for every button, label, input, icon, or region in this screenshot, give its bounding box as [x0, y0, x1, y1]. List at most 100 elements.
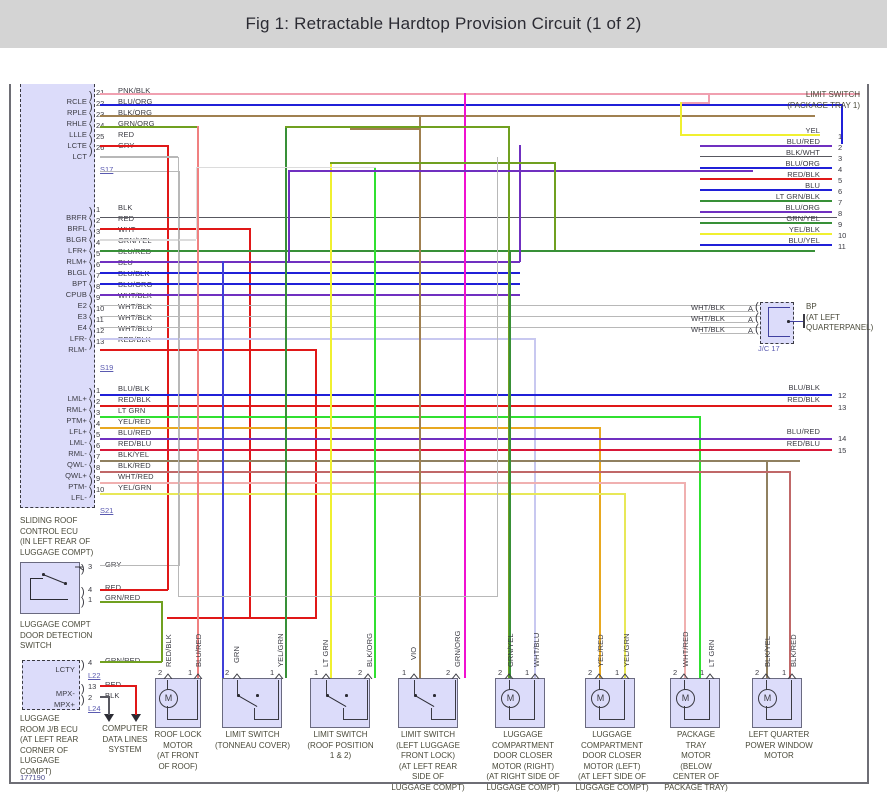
grn-red-wire: [100, 661, 162, 663]
wire-blu-red-c5: [100, 438, 832, 440]
wire-label: LT GRN/BLK: [775, 192, 820, 201]
ecu-pin-name: RPLE: [67, 108, 87, 117]
motor-symbol: M: [676, 689, 695, 708]
wire-wht-blu-12: [100, 338, 535, 340]
switch-internal-lead: [237, 680, 239, 695]
switch-contact-dot: [42, 573, 45, 576]
wire-label: WHT/BLK: [118, 302, 153, 311]
switch-pivot-dot: [256, 694, 259, 697]
label-line: FRONT LOCK): [400, 751, 456, 760]
terminal-number: 1: [96, 205, 101, 214]
label-line: (AT LEFT REAR: [398, 761, 458, 771]
terminal-number: 1: [88, 595, 93, 604]
computer-data-lines-arrow: [104, 714, 114, 722]
wire-label: BLK: [118, 203, 133, 212]
terminal-arrow: [163, 673, 173, 679]
wire-blk-red-c8: [100, 471, 790, 473]
red-wire-bus: [167, 145, 169, 590]
terminal-number: 2: [498, 668, 503, 677]
terminal-number: 3: [838, 154, 843, 163]
terminal-number: 3: [96, 227, 101, 236]
limit-switch-tonneau-label: LIMIT SWITCH (TONNEAU COVER): [210, 730, 295, 751]
wire-label: YEL/RED: [118, 417, 151, 426]
connector-chevron: ): [89, 134, 93, 146]
wire-blu-org-drop: [841, 104, 843, 144]
wire-label: BLU/RED: [786, 427, 820, 436]
wire-label: GRN/ORG: [118, 119, 155, 128]
motor-internal-lead: [766, 706, 768, 720]
wire-label: YEL/GRN: [118, 483, 152, 492]
wire-label: BLK/ORG: [118, 108, 153, 117]
wire-blu-blk-c1: [100, 394, 832, 396]
wire-wht-elbow: [196, 167, 376, 169]
ecu-pin-name: BRFR: [66, 213, 87, 222]
label-line: (AT LEFT REAR: [20, 735, 79, 744]
wire-label: WHT/BLK: [690, 314, 725, 323]
terminal-number: 9: [96, 474, 101, 483]
switch-internal-lead: [254, 719, 279, 721]
wire-pnk-blk: [100, 93, 860, 95]
wire-grn-yel-t9: [700, 222, 832, 224]
terminal-number: 1: [700, 668, 705, 677]
label-line: LUGGAGE COMPT): [486, 782, 560, 792]
ecu-pin-name: RLM+: [66, 257, 87, 266]
terminal-number: 11: [838, 242, 846, 251]
ecu-pin-name: LCTE: [67, 141, 87, 150]
sliding-roof-ecu-label: SLIDING ROOF CONTROL ECU (IN LEFT REAR O…: [20, 516, 93, 558]
wire-label: YEL: [805, 126, 820, 135]
label-line: LIMIT SWITCH: [313, 730, 368, 739]
wire-wht-red-c9-drop: [684, 482, 686, 678]
terminal-number: 13: [88, 682, 97, 691]
motor-internal-lead: [766, 719, 792, 721]
wire-label: WHT/BLU: [118, 324, 153, 333]
luggage-door-closer-motor-right-label: LUGGAGE COMPARTMENT DOOR CLOSER MOTOR (R…: [478, 730, 568, 793]
red-wire-bus: [167, 617, 317, 619]
motor-internal-lead: [167, 680, 169, 690]
terminal-number: 2: [158, 668, 163, 677]
grn-red-wire: [100, 601, 162, 603]
roof-lock-motor-label: ROOF LOCK MOTOR (AT FRONT OF ROOF): [138, 730, 218, 772]
wire-yel-grn-col: [330, 162, 332, 678]
terminal-arrow: [409, 673, 419, 679]
label-line: LUGGAGE: [503, 730, 543, 739]
label-line: MOTOR: [681, 751, 711, 760]
wire-label-vertical: GRN: [232, 646, 241, 663]
terminal-number: 6: [96, 441, 101, 450]
motor-symbol: M: [591, 689, 610, 708]
wire-blu-red-5-drop: [519, 145, 521, 262]
terminal-number: 1: [96, 386, 101, 395]
wire-blu-org: [100, 104, 842, 106]
bp-terminal-letter: A: [748, 315, 754, 324]
terminal-number: 2: [838, 143, 843, 152]
wire-label: BLU/BLK: [788, 383, 820, 392]
label-line: BP: [806, 302, 817, 311]
terminal-arrow: [193, 673, 203, 679]
label-line: POWER WINDOW: [745, 740, 813, 750]
label-line: MOTOR: [163, 740, 193, 750]
label-line: (AT FRONT: [157, 751, 199, 760]
terminal-number: 10: [96, 485, 105, 494]
label-line: QUARTERPANEL): [806, 323, 874, 332]
label-line: (ROOF POSITION: [307, 740, 374, 750]
label-line: DATA LINES: [102, 734, 148, 744]
terminal-arrow: [451, 673, 461, 679]
wire-label: BLU/ORG: [118, 97, 153, 106]
terminal-number: 6: [838, 187, 843, 196]
bp-busbar: [768, 307, 770, 337]
switch-internal-lead: [455, 680, 457, 720]
wire-yel-grn-c10: [100, 493, 625, 495]
label-line: LUGGAGE COMPT: [20, 620, 91, 629]
ecu-pin-name: PTM-: [68, 482, 87, 491]
ecu-pin-name: QWL+: [65, 471, 87, 480]
label-line: CONTROL ECU: [20, 526, 78, 536]
terminal-number: 8: [96, 463, 101, 472]
switch-internal-lead: [254, 708, 256, 720]
wire-blk-red-c8-h: [698, 471, 790, 473]
wire-grn-yel-elbow-v: [554, 162, 556, 250]
connector-chevron: ): [89, 420, 93, 432]
terminal-number: 11: [96, 315, 104, 324]
motor-symbol: M: [758, 689, 777, 708]
grn-red-wire: [161, 601, 163, 662]
wire-label: RED: [118, 130, 135, 139]
left-quarter-power-window-motor-label: LEFT QUARTER POWER WINDOW MOTOR: [735, 730, 823, 762]
